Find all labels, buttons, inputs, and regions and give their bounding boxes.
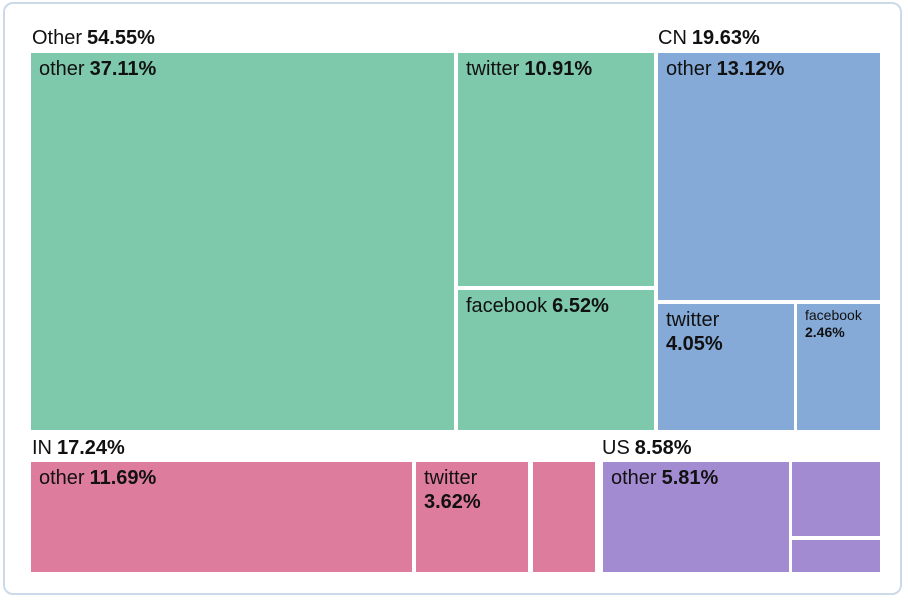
treemap-cell-other-twitter[interactable]: twitter 10.91% bbox=[458, 53, 654, 286]
cell-percent: 11.69% bbox=[89, 467, 157, 489]
cell-name: other bbox=[39, 58, 85, 80]
group-name: US bbox=[602, 437, 630, 459]
cell-name: other bbox=[39, 467, 85, 489]
cell-percent: 37.11% bbox=[89, 58, 157, 80]
treemap-cell-us-unlabeled-bottom[interactable] bbox=[792, 540, 880, 572]
treemap-cell-us-unlabeled-top[interactable] bbox=[792, 462, 880, 536]
group-label-us: US 8.58% bbox=[602, 436, 692, 460]
treemap-cell-in-twitter[interactable]: twitter 3.62% bbox=[416, 462, 528, 572]
cell-percent: 2.46% bbox=[805, 324, 845, 340]
treemap-cell-in-other[interactable]: other 11.69% bbox=[31, 462, 412, 572]
group-name: IN bbox=[32, 437, 52, 459]
group-label-other: Other 54.55% bbox=[32, 26, 155, 50]
treemap-cell-in-unlabeled[interactable] bbox=[533, 462, 595, 572]
cell-name: facebook bbox=[466, 295, 548, 317]
cell-percent: 13.12% bbox=[716, 58, 785, 80]
cell-name: twitter bbox=[424, 467, 478, 489]
group-percent: 8.58% bbox=[634, 437, 692, 459]
group-percent: 54.55% bbox=[87, 27, 155, 49]
treemap-cell-cn-facebook[interactable]: facebook 2.46% bbox=[797, 304, 880, 430]
cell-name: twitter bbox=[666, 309, 720, 331]
cell-percent: 6.52% bbox=[552, 295, 609, 317]
treemap-cell-cn-other[interactable]: other 13.12% bbox=[658, 53, 880, 300]
group-percent: 17.24% bbox=[57, 437, 125, 459]
treemap-cell-us-other[interactable]: other 5.81% bbox=[603, 462, 789, 572]
cell-percent: 5.81% bbox=[661, 467, 719, 489]
cell-percent: 3.62% bbox=[424, 491, 481, 513]
cell-name: other bbox=[611, 467, 657, 489]
cell-name: other bbox=[666, 58, 712, 80]
treemap-cell-other-other[interactable]: other 37.11% bbox=[31, 53, 454, 430]
cell-name: facebook bbox=[805, 307, 862, 323]
group-label-cn: CN 19.63% bbox=[658, 26, 760, 50]
treemap-cell-other-facebook[interactable]: facebook 6.52% bbox=[458, 290, 654, 430]
cell-percent: 4.05% bbox=[666, 333, 723, 355]
group-label-in: IN 17.24% bbox=[32, 436, 125, 460]
group-name: Other bbox=[32, 27, 83, 49]
group-name: CN bbox=[658, 27, 687, 49]
cell-name: twitter bbox=[466, 58, 520, 80]
treemap-cell-cn-twitter[interactable]: twitter 4.05% bbox=[658, 304, 794, 430]
group-percent: 19.63% bbox=[691, 27, 760, 49]
cell-percent: 10.91% bbox=[524, 58, 593, 80]
